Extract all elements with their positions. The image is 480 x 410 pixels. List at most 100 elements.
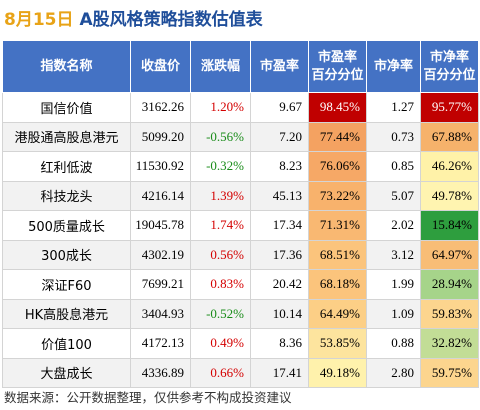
change-percent-cell: -0.52%	[190, 298, 251, 329]
change-percent-cell: 0.49%	[190, 328, 251, 359]
pb-percentile-cell: 32.82%	[420, 328, 479, 359]
index-name-cell: 500质量成长	[2, 210, 131, 241]
change-percent-cell: -0.32%	[190, 151, 251, 182]
index-name-cell: 300成长	[2, 239, 131, 270]
column-header-label: 涨跌幅	[200, 58, 240, 74]
pb-cell: 1.99	[366, 269, 421, 300]
pb-percentile-cell: 64.97%	[420, 239, 479, 270]
pb-cell: 1.27	[366, 92, 421, 123]
pb-percentile-cell: 59.75%	[420, 357, 479, 388]
change-percent-cell: 1.20%	[190, 92, 251, 123]
pb-cell: 3.12	[366, 239, 421, 270]
table-row[interactable]: 价值100 4172.13 0.49% 8.36 53.85% 0.88 32.82%	[2, 328, 479, 359]
title-date: 8月15日	[4, 9, 74, 30]
pb-percentile-cell: 67.88%	[420, 121, 479, 152]
pb-cell: 0.73	[366, 121, 421, 152]
pe-cell: 17.41	[250, 357, 309, 388]
index-name-cell: 国信价值	[2, 92, 131, 123]
column-header-label: 百分分位	[423, 67, 476, 83]
valuation-table: 指数名称 收盘价 涨跌幅 市盈率 市盈率 百分分位 市净率 市净率 百分分位 国信价…	[2, 40, 479, 388]
pe-cell: 17.36	[250, 239, 309, 270]
index-name-cell: 红利低波	[2, 151, 131, 182]
table-row[interactable]: 大盘成长 4336.89 0.66% 17.41 49.18% 2.80 59.75%	[2, 357, 479, 388]
pb-percentile-cell: 49.78%	[420, 180, 479, 211]
pe-percentile-cell: 49.18%	[308, 357, 367, 388]
close-price-cell: 3404.93	[130, 298, 191, 329]
table-row[interactable]: 红利低波 11530.92 -0.32% 8.23 76.06% 0.85 46.26%	[2, 151, 479, 182]
table-row[interactable]: 深证F60 7699.21 0.83% 20.42 68.18% 1.99 28.94%	[2, 269, 479, 300]
pe-cell: 8.36	[250, 328, 309, 359]
column-header-label: 市盈率	[259, 58, 299, 74]
change-percent-cell: 1.74%	[190, 210, 251, 241]
table-body: 国信价值 3162.26 1.20% 9.67 98.45% 1.27 95.77% 港股通高…	[2, 92, 479, 388]
close-price-cell: 5099.20	[130, 121, 191, 152]
index-name-cell: HK高股息港元	[2, 298, 131, 329]
close-price-cell: 4172.13	[130, 328, 191, 359]
table-row[interactable]: 港股通高股息港元 5099.20 -0.56% 7.20 77.44% 0.73 67.88…	[2, 121, 479, 152]
pb-percentile-cell: 15.84%	[420, 210, 479, 241]
change-percent-cell: -0.56%	[190, 121, 251, 152]
pe-cell: 45.13	[250, 180, 309, 211]
footer-source: 数据来源：公开数据整理，仅供参考不构成投资建议	[4, 389, 292, 405]
pb-cell: 2.02	[366, 210, 421, 241]
index-name-cell: 港股通高股息港元	[2, 121, 131, 152]
pb-cell: 1.09	[366, 298, 421, 329]
close-price-cell: 4216.14	[130, 180, 191, 211]
close-price-cell: 3162.26	[130, 92, 191, 123]
pb-percentile-cell: 28.94%	[420, 269, 479, 300]
pb-cell: 0.85	[366, 151, 421, 182]
pb-percentile-cell: 59.83%	[420, 298, 479, 329]
pe-percentile-cell: 98.45%	[308, 92, 367, 123]
pb-percentile-cell: 46.26%	[420, 151, 479, 182]
column-header-change[interactable]: 涨跌幅	[190, 40, 251, 93]
column-header-label: 收盘价	[140, 58, 180, 74]
pe-percentile-cell: 53.85%	[308, 328, 367, 359]
pb-cell: 0.88	[366, 328, 421, 359]
close-price-cell: 4336.89	[130, 357, 191, 388]
pe-cell: 17.34	[250, 210, 309, 241]
column-header-pe-percentile[interactable]: 市盈率 百分分位	[308, 40, 367, 93]
pe-cell: 10.14	[250, 298, 309, 329]
column-header-pe[interactable]: 市盈率	[250, 40, 309, 93]
pe-percentile-cell: 76.06%	[308, 151, 367, 182]
pe-cell: 9.67	[250, 92, 309, 123]
index-name-cell: 价值100	[2, 328, 131, 359]
column-header-label: 指数名称	[40, 58, 93, 74]
pe-percentile-cell: 71.31%	[308, 210, 367, 241]
close-price-cell: 7699.21	[130, 269, 191, 300]
index-name-cell: 科技龙头	[2, 180, 131, 211]
column-header-label: 市净率	[429, 49, 469, 65]
table-row[interactable]: 500质量成长 19045.78 1.74% 17.34 71.31% 2.02 15.84…	[2, 210, 479, 241]
close-price-cell: 4302.19	[130, 239, 191, 270]
pe-cell: 8.23	[250, 151, 309, 182]
change-percent-cell: 0.83%	[190, 269, 251, 300]
change-percent-cell: 0.56%	[190, 239, 251, 270]
pb-cell: 5.07	[366, 180, 421, 211]
table-row[interactable]: 国信价值 3162.26 1.20% 9.67 98.45% 1.27 95.77%	[2, 92, 479, 123]
close-price-cell: 19045.78	[130, 210, 191, 241]
column-header-close[interactable]: 收盘价	[130, 40, 191, 93]
column-header-pb[interactable]: 市净率	[366, 40, 421, 93]
column-header-label: 市盈率	[317, 49, 357, 65]
pe-percentile-cell: 73.22%	[308, 180, 367, 211]
pe-cell: 7.20	[250, 121, 309, 152]
column-header-pb-percentile[interactable]: 市净率 百分分位	[420, 40, 479, 93]
table-row[interactable]: 300成长 4302.19 0.56% 17.36 68.51% 3.12 64.97%	[2, 239, 479, 270]
table-header-row: 指数名称 收盘价 涨跌幅 市盈率 市盈率 百分分位 市净率 市净率 百分分位	[2, 40, 479, 93]
close-price-cell: 11530.92	[130, 151, 191, 182]
change-percent-cell: 0.66%	[190, 357, 251, 388]
pb-percentile-cell: 95.77%	[420, 92, 479, 123]
page-title: A股风格策略指数估值表	[79, 9, 263, 30]
column-header-name[interactable]: 指数名称	[2, 40, 131, 93]
pe-percentile-cell: 68.51%	[308, 239, 367, 270]
pe-percentile-cell: 68.18%	[308, 269, 367, 300]
index-name-cell: 大盘成长	[2, 357, 131, 388]
column-header-label: 百分分位	[311, 67, 364, 83]
index-name-cell: 深证F60	[2, 269, 131, 300]
table-row[interactable]: 科技龙头 4216.14 1.39% 45.13 73.22% 5.07 49.78%	[2, 180, 479, 211]
change-percent-cell: 1.39%	[190, 180, 251, 211]
title-bar: 8月15日 A股风格策略指数估值表	[0, 0, 480, 34]
column-header-label: 市净率	[373, 58, 413, 74]
pe-percentile-cell: 64.49%	[308, 298, 367, 329]
table-row[interactable]: HK高股息港元 3404.93 -0.52% 10.14 64.49% 1.09 59.83…	[2, 298, 479, 329]
